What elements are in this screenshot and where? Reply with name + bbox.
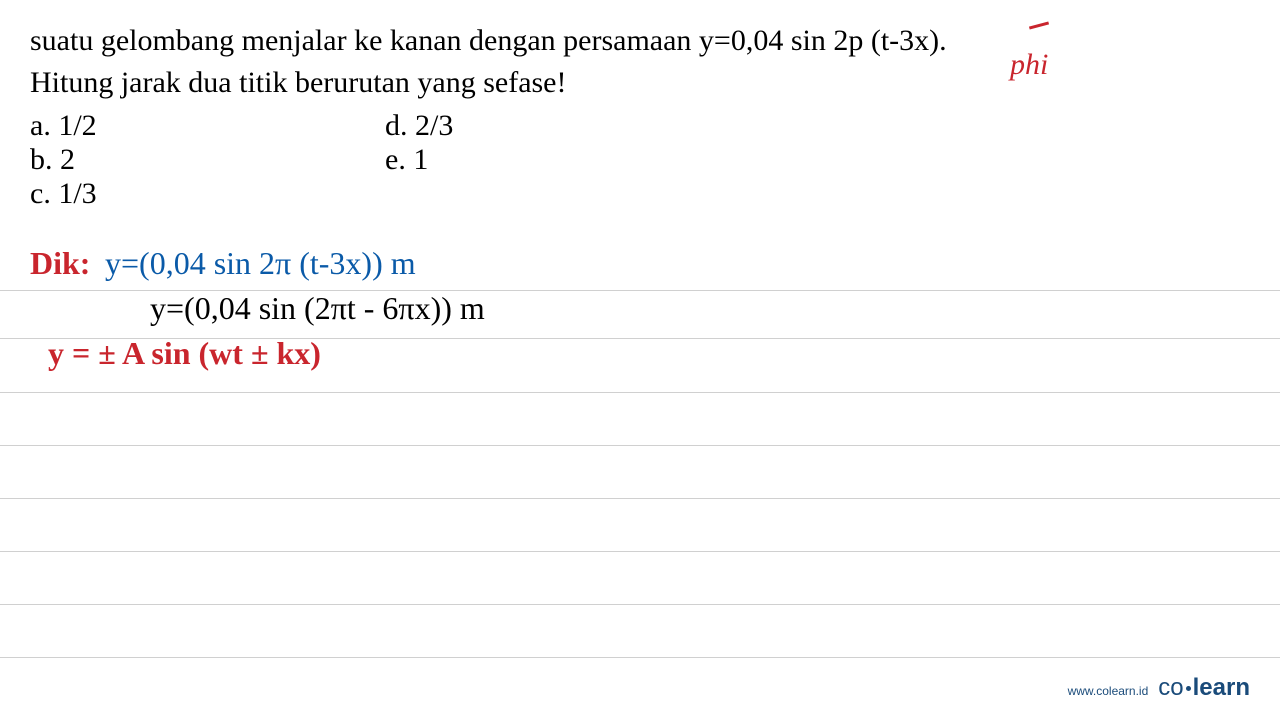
option-row-2: b. 2 e. 1: [30, 143, 1250, 177]
option-row-3: c. 1/3: [30, 177, 1250, 211]
logo-part-1: co: [1158, 674, 1183, 701]
problem-statement: suatu gelombang menjalar ke kanan dengan…: [30, 20, 1250, 104]
handwritten-equation-1: y=(0,04 sin 2π (t-3x)) m: [105, 245, 416, 282]
option-row-1: a. 1/2 d. 2/3: [30, 109, 1250, 143]
answer-options: a. 1/2 d. 2/3 b. 2 e. 1 c. 1/3: [30, 109, 1250, 211]
option-a: a. 1/2: [30, 109, 385, 143]
problem-line-2: Hitung jarak dua titik berurutan yang se…: [30, 62, 1250, 104]
ruled-line: [0, 551, 1280, 552]
footer: www.colearn.id colearn: [1068, 674, 1250, 702]
option-c: c. 1/3: [30, 177, 385, 211]
ruled-line: [0, 392, 1280, 393]
phi-annotation: phi: [1010, 48, 1048, 82]
footer-logo: colearn: [1158, 674, 1250, 702]
ruled-line: [0, 445, 1280, 446]
option-e: e. 1: [385, 143, 685, 177]
problem-line-1: suatu gelombang menjalar ke kanan dengan…: [30, 20, 1250, 62]
handwritten-equation-2: y=(0,04 sin (2πt - 6πx)) m: [150, 290, 485, 327]
option-d: d. 2/3: [385, 109, 685, 143]
option-b: b. 2: [30, 143, 385, 177]
ruled-line: [0, 604, 1280, 605]
ruled-line: [0, 498, 1280, 499]
handwritten-equation-3: y = ± A sin (wt ± kx): [48, 335, 321, 372]
logo-dot-icon: [1186, 686, 1191, 691]
footer-url: www.colearn.id: [1068, 684, 1149, 698]
logo-part-2: learn: [1193, 674, 1250, 701]
handwritten-dik-label: Dik:: [30, 245, 90, 282]
content-area: suatu gelombang menjalar ke kanan dengan…: [0, 0, 1280, 231]
ruled-line: [0, 657, 1280, 658]
